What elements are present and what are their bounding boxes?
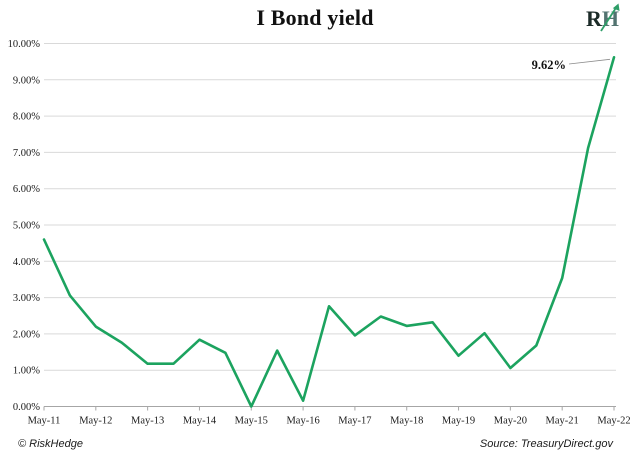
logo-letter-h: H <box>602 6 619 31</box>
y-axis-label: 2.00% <box>13 329 40 340</box>
y-axis-label: 3.00% <box>13 293 40 304</box>
x-axis-label: May-15 <box>235 416 268 427</box>
x-axis-label: May-14 <box>183 416 217 427</box>
y-axis-label: 1.00% <box>13 366 40 377</box>
y-axis-label: 5.00% <box>13 221 40 232</box>
yield-line <box>42 55 616 408</box>
x-axis-label: May-12 <box>79 416 112 427</box>
riskhedge-logo: RH <box>586 3 620 32</box>
x-axis-label: May-13 <box>131 416 164 427</box>
y-axis-label: 8.00% <box>13 112 40 123</box>
y-axis-label: 0.00% <box>13 402 40 413</box>
svg-text:RH: RH <box>586 6 619 31</box>
x-axis-label: May-11 <box>28 416 61 427</box>
y-axis-label: 7.00% <box>13 148 40 159</box>
annotation-leader-line <box>568 58 611 65</box>
y-axis-label: 9.00% <box>13 75 40 86</box>
source-text: Source: TreasuryDirect.gov <box>479 438 613 450</box>
x-axis-label: May-22 <box>597 416 630 427</box>
y-axis-label: 4.00% <box>13 257 40 268</box>
x-axis-label: May-20 <box>494 416 527 427</box>
logo-arrow-icon <box>600 3 620 32</box>
y-axis-label: 6.00% <box>13 184 40 195</box>
x-axis-label: May-21 <box>546 416 579 427</box>
logo-letter-r: R <box>586 6 603 31</box>
x-axis-label: May-18 <box>390 416 423 427</box>
copyright-text: © RiskHedge <box>18 438 83 450</box>
x-axis-label: May-17 <box>338 416 371 427</box>
annotation-label: 9.62% <box>532 58 566 72</box>
x-axis-label: May-16 <box>286 416 319 427</box>
chart-title: I Bond yield <box>256 5 374 30</box>
x-axis-label: May-19 <box>442 416 475 427</box>
y-axis-label: 10.00% <box>8 39 41 50</box>
